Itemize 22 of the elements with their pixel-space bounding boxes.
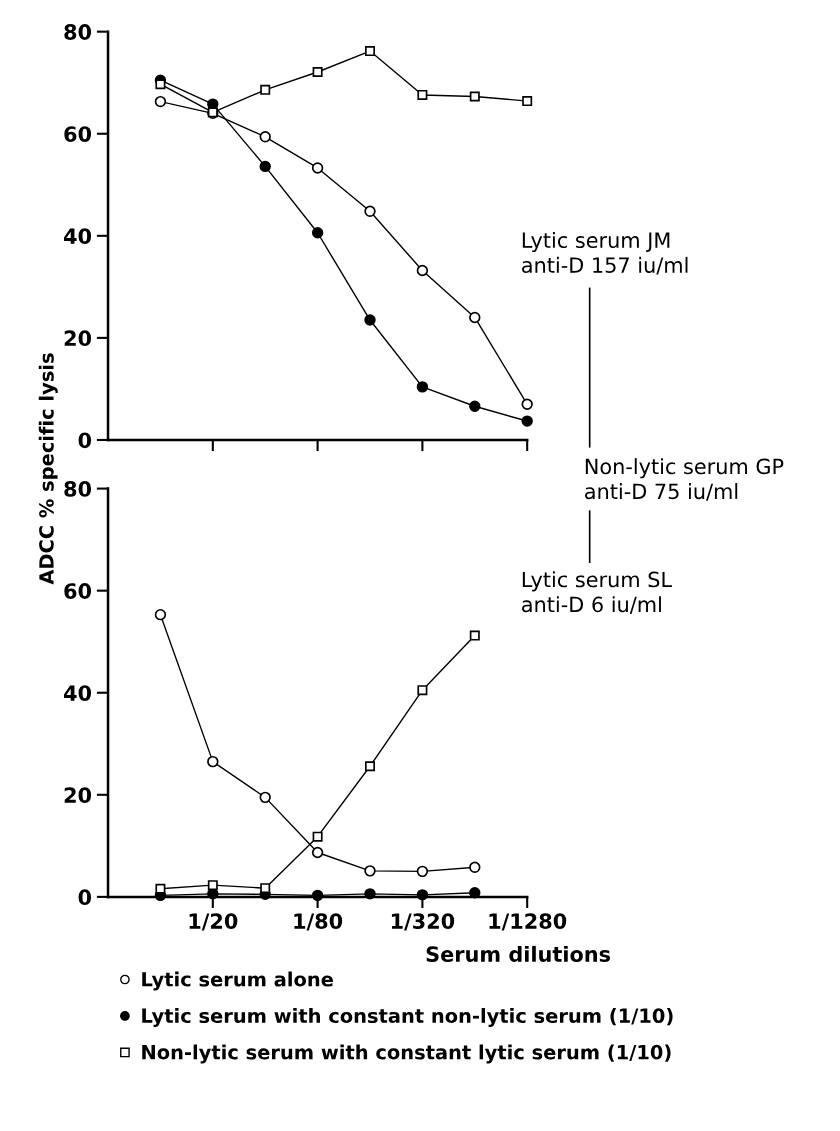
y-axis-title: ADCC % specific lysis	[38, 353, 58, 585]
x-tick-label: 1/320	[391, 913, 455, 931]
y-tick-label: 40	[64, 228, 92, 245]
x-tick-label: 1/1280	[489, 913, 567, 931]
y-tick-label: 0	[78, 889, 92, 906]
text: Non-lytic serum GP anti-D 75 iu/ml	[585, 458, 784, 501]
y-tick-label: 40	[64, 685, 92, 701]
y-tick-label: 20	[64, 330, 92, 347]
annotation: Lytic serum SL anti-D 6 iu/ml	[522, 571, 672, 614]
legend-label: Non-lytic serum with constant lytic serum (1/10)	[142, 1044, 671, 1064]
y-tick-label: 80	[64, 24, 92, 40]
y-tick-label: 20	[64, 787, 92, 804]
y-tick-label: 60	[64, 126, 92, 142]
x-axis-title: Serum dilutions	[426, 945, 611, 962]
annotation: Lytic serum JM anti-D 157 iu/ml	[522, 231, 688, 275]
x-tick-label: 1/20	[189, 913, 238, 931]
legend-label: Lytic serum with constant non-lytic serum (1/10)	[142, 1008, 673, 1027]
x-tick-label: 1/80	[294, 913, 343, 931]
legend-label: Lytic serum alone	[142, 971, 333, 991]
y-tick-label: 80	[64, 481, 92, 497]
y-tick-label: 0	[78, 432, 92, 449]
y-tick-label: 60	[64, 583, 92, 599]
